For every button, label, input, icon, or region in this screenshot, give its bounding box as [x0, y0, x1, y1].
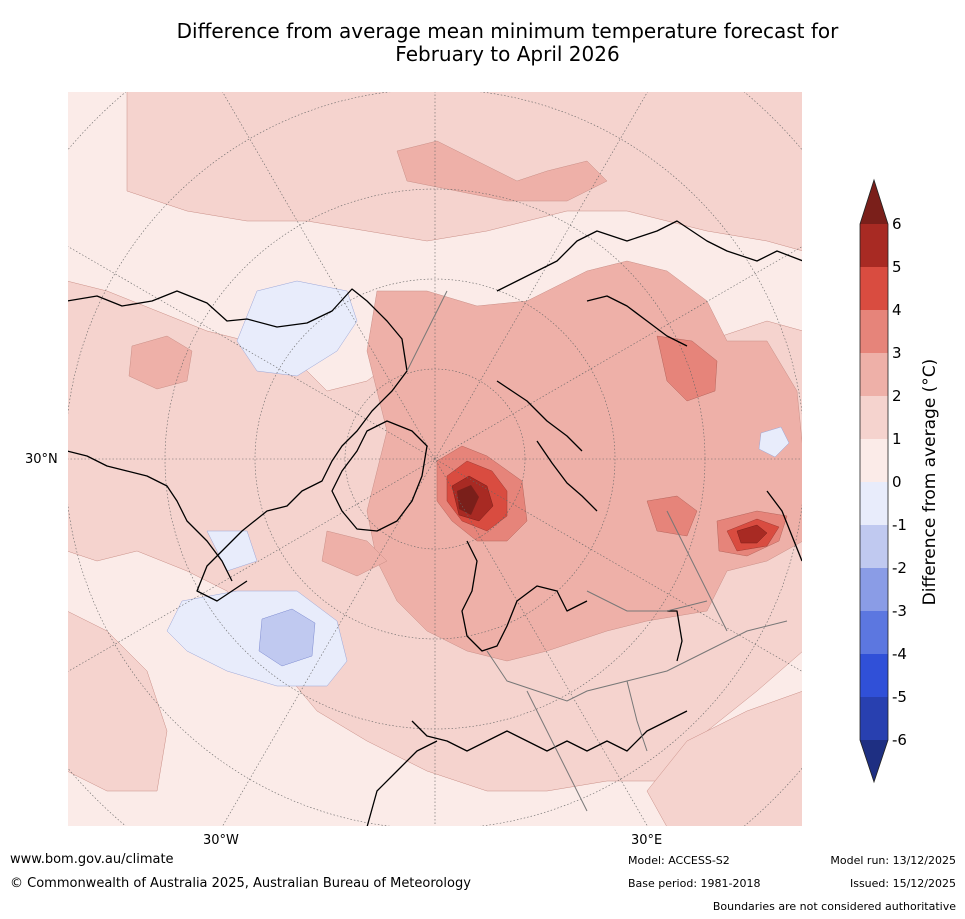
colorbar-swatch-2-to-3: [860, 353, 888, 396]
title-line-1: Difference from average mean minimum tem…: [176, 19, 839, 43]
colorbar-title-close: ): [920, 358, 940, 366]
disclaimer-text: Boundaries are not considered authoritat…: [712, 900, 956, 913]
issued-text: Issued: 15/12/2025: [849, 877, 956, 890]
colorbar-swatch-m3-to-m2: [860, 568, 888, 611]
lat-label-30n: 30°N: [25, 452, 58, 467]
website-link[interactable]: www.bom.gov.au/climate: [10, 852, 174, 867]
colorbar-tick-labels: 6 5 4 3 2 1 0 -1 -2 -3 -4 -5 -6: [892, 215, 907, 749]
colorbar-swatch-m5-to-m4: [860, 654, 888, 697]
model-text: Model: ACCESS-S2: [628, 854, 730, 867]
colorbar-tick: -2: [892, 559, 907, 577]
country-borders: [406, 290, 788, 812]
colorbar-title: Difference from average (°C): [920, 359, 940, 606]
colorbar: 6 5 4 3 2 1 0 -1 -2 -3 -4 -5 -6: [855, 178, 925, 784]
colorbar-tick: 1: [892, 430, 902, 448]
forecast-map: [67, 91, 803, 827]
chart-title: Difference from average mean minimum tem…: [0, 20, 965, 66]
coastlines: [67, 220, 803, 827]
lon-label-30e: 30°E: [631, 833, 663, 848]
colorbar-swatch-0-to-1: [860, 439, 888, 482]
colorbar-swatch-m2-to-m1: [860, 525, 888, 568]
colorbar-extension-above: [860, 180, 888, 224]
colorbar-title-text: Difference from average (: [920, 385, 940, 606]
colorbar-swatch-3-to-4: [860, 310, 888, 353]
colorbar-tick: 6: [892, 215, 902, 233]
colorbar-svg: 6 5 4 3 2 1 0 -1 -2 -3 -4 -5 -6: [859, 178, 907, 784]
anomaly-minus-1-to-0-regions: [166, 280, 790, 687]
colorbar-tick: -3: [892, 602, 907, 620]
colorbar-extension-below: [860, 740, 888, 782]
colorbar-swatch-m6-to-m5: [860, 697, 888, 740]
graticule: [67, 91, 803, 827]
colorbar-swatch-m1-to-0: [860, 482, 888, 525]
colorbar-tick: -4: [892, 645, 907, 663]
colorbar-outline: [859, 178, 889, 784]
anomaly-above-6-regions: [457, 485, 479, 515]
title-line-2: February to April 2026: [395, 42, 620, 66]
colorbar-swatch-4-to-5: [860, 267, 888, 310]
anomaly-minus-2-to-minus-1-regions: [258, 608, 316, 667]
copyright-text: © Commonwealth of Australia 2025, Austra…: [10, 876, 471, 891]
colorbar-swatch-5-to-6: [860, 224, 888, 267]
colorbar-tick: -1: [892, 516, 907, 534]
colorbar-tick: -5: [892, 688, 907, 706]
colorbar-title-unit: °C: [920, 365, 940, 386]
base-period-text: Base period: 1981-2018: [628, 877, 761, 890]
colorbar-tick: 3: [892, 344, 902, 362]
colorbar-tick: 4: [892, 301, 902, 319]
colorbar-tick: -6: [892, 731, 907, 749]
colorbar-tick: 5: [892, 258, 902, 276]
colorbar-swatches: [859, 178, 889, 784]
colorbar-tick: 2: [892, 387, 902, 405]
colorbar-tick: 0: [892, 473, 902, 491]
model-run-text: Model run: 13/12/2025: [830, 854, 956, 867]
colorbar-swatch-1-to-2: [860, 396, 888, 439]
lon-label-30w: 30°W: [203, 833, 239, 848]
map-canvas: [67, 91, 803, 827]
colorbar-swatch-m4-to-m3: [860, 611, 888, 654]
